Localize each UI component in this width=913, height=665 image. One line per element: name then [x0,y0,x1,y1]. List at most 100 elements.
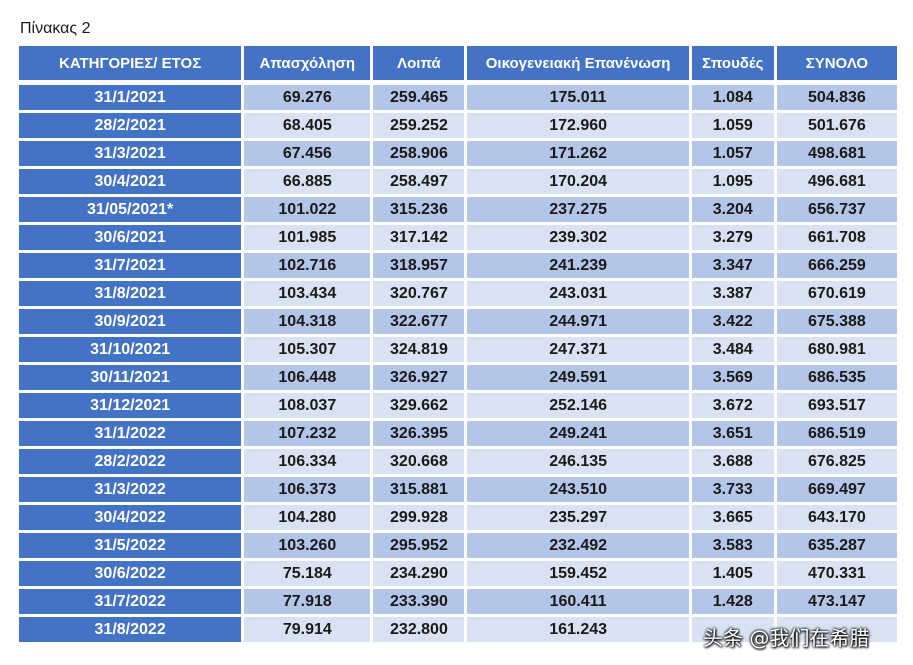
cell-total: 686.535 [776,365,897,390]
cell-employment: 67.456 [244,141,371,166]
cell-total: 504.836 [776,85,897,110]
header-employment: Απασχόληση [244,46,371,82]
table-row: 31/12/2021 108.037 329.662 252.146 3.672 693.… [19,393,897,418]
cell-studies: 1.059 [691,113,774,138]
cell-employment: 107.232 [244,421,371,446]
cell-date: 30/6/2022 [19,561,242,586]
table-row: 31/3/2021 67.456 258.906 171.262 1.057 498.68… [19,141,897,166]
cell-total: 693.517 [776,393,897,418]
cell-studies: 3.672 [691,393,774,418]
cell-total: 675.388 [776,309,897,334]
cell-employment: 101.985 [244,225,371,250]
cell-studies: 3.665 [691,505,774,530]
cell-employment: 66.885 [244,169,371,194]
cell-employment: 106.334 [244,449,371,474]
cell-studies: 3.569 [691,365,774,390]
cell-date: 31/3/2021 [19,141,242,166]
cell-employment: 106.448 [244,365,371,390]
cell-employment: 105.307 [244,337,371,362]
cell-studies: 1.095 [691,169,774,194]
cell-employment: 104.318 [244,309,371,334]
header-category: ΚΑΤΗΓΟΡΙΕΣ/ ΕΤΟΣ [19,46,242,82]
cell-employment: 108.037 [244,393,371,418]
watermark: 头条 @我们在希腊 [703,626,870,650]
cell-total: 661.708 [776,225,897,250]
cell-studies [691,617,774,642]
cell-total: 643.170 [776,505,897,530]
cell-studies: 3.688 [691,449,774,474]
cell-other: 320.767 [373,281,465,306]
cell-family-reunification: 243.510 [467,477,689,502]
table-row: 31/3/2022 106.373 315.881 243.510 3.733 669.4… [19,477,897,502]
cell-date: 31/5/2022 [19,533,242,558]
cell-studies: 1.405 [691,561,774,586]
cell-total: 656.737 [776,197,897,222]
cell-other: 295.952 [373,533,465,558]
cell-studies: 3.583 [691,533,774,558]
header-other: Λοιπά [373,46,465,82]
table-row: 30/4/2022 104.280 299.928 235.297 3.665 643.1… [19,505,897,530]
cell-family-reunification: 247.371 [467,337,689,362]
cell-date: 31/3/2022 [19,477,242,502]
cell-employment: 75.184 [244,561,371,586]
cell-total: 635.287 [776,533,897,558]
cell-family-reunification: 252.146 [467,393,689,418]
table-row: 31/7/2022 77.918 233.390 160.411 1.428 473.14… [19,589,897,614]
cell-date: 30/4/2021 [19,169,242,194]
cell-employment: 101.022 [244,197,371,222]
cell-date: 31/10/2021 [19,337,242,362]
cell-total: 496.681 [776,169,897,194]
cell-family-reunification: 246.135 [467,449,689,474]
table-body: 31/1/2021 69.276 259.465 175.011 1.084 504.83… [19,85,897,642]
cell-other: 326.395 [373,421,465,446]
header-studies: Σπουδές [691,46,774,82]
cell-family-reunification: 175.011 [467,85,689,110]
cell-employment: 77.918 [244,589,371,614]
cell-family-reunification: 172.960 [467,113,689,138]
cell-date: 30/4/2022 [19,505,242,530]
cell-family-reunification: 235.297 [467,505,689,530]
table-row: 31/8/2021 103.434 320.767 243.031 3.387 670.6… [19,281,897,306]
cell-family-reunification: 239.302 [467,225,689,250]
table-row: 31/7/2021 102.716 318.957 241.239 3.347 666.2… [19,253,897,278]
cell-other: 326.927 [373,365,465,390]
cell-total: 680.981 [776,337,897,362]
cell-family-reunification: 171.262 [467,141,689,166]
table-row: 30/4/2021 66.885 258.497 170.204 1.095 496.68… [19,169,897,194]
cell-other: 259.252 [373,113,465,138]
table-row: 31/05/2021* 101.022 315.236 237.275 3.204 656… [19,197,897,222]
cell-total: 666.259 [776,253,897,278]
cell-studies: 3.204 [691,197,774,222]
cell-other: 329.662 [373,393,465,418]
cell-date: 28/2/2021 [19,113,242,138]
header-total: ΣΥΝΟΛΟ [776,46,897,82]
cell-total: 470.331 [776,561,897,586]
cell-studies: 3.422 [691,309,774,334]
cell-employment: 103.260 [244,533,371,558]
cell-family-reunification: 241.239 [467,253,689,278]
cell-family-reunification: 170.204 [467,169,689,194]
cell-other: 324.819 [373,337,465,362]
cell-total: 676.825 [776,449,897,474]
cell-other: 258.497 [373,169,465,194]
cell-family-reunification: 243.031 [467,281,689,306]
cell-studies: 1.428 [691,589,774,614]
cell-family-reunification: 232.492 [467,533,689,558]
cell-other: 315.881 [373,477,465,502]
cell-studies: 3.387 [691,281,774,306]
cell-date: 31/05/2021* [19,197,242,222]
cell-other: 259.465 [373,85,465,110]
cell-date: 31/1/2022 [19,421,242,446]
cell-total: 498.681 [776,141,897,166]
cell-family-reunification: 161.243 [467,617,689,642]
table-row: 30/6/2021 101.985 317.142 239.302 3.279 661.7… [19,225,897,250]
cell-other: 233.390 [373,589,465,614]
cell-employment: 68.405 [244,113,371,138]
cell-other: 258.906 [373,141,465,166]
table-row: 30/9/2021 104.318 322.677 244.971 3.422 675.3… [19,309,897,334]
cell-total: 686.519 [776,421,897,446]
cell-employment: 69.276 [244,85,371,110]
table-row: 30/6/2022 75.184 234.290 159.452 1.405 470.33… [19,561,897,586]
cell-employment: 106.373 [244,477,371,502]
cell-studies: 3.279 [691,225,774,250]
